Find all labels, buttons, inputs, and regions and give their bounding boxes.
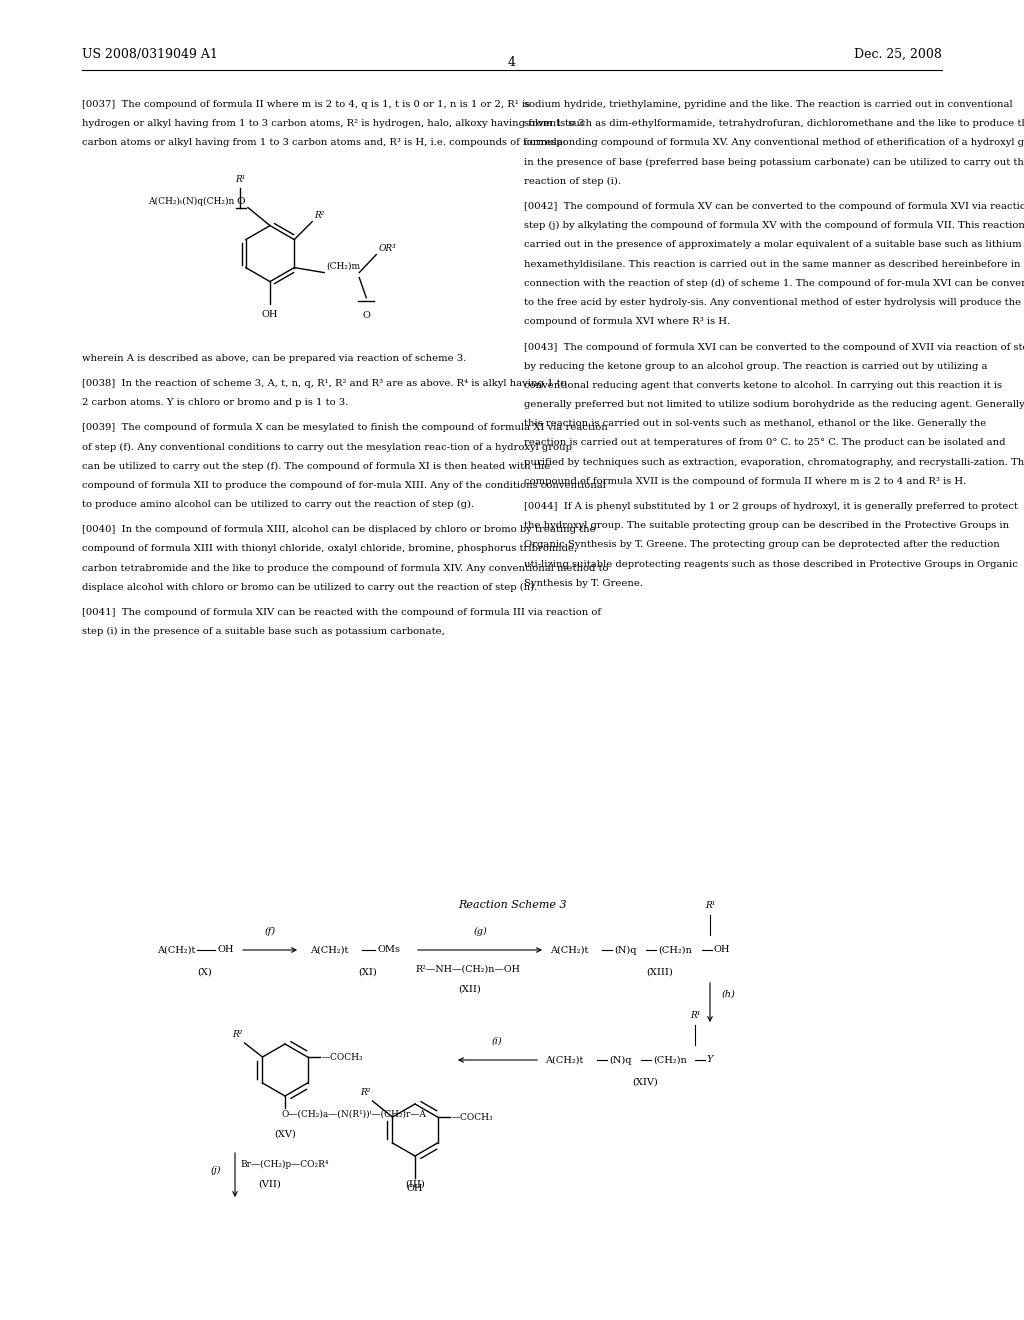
Text: to the free acid by ester hydroly­sis. Any conventional method of ester hydrolys: to the free acid by ester hydroly­sis. A… [524,298,1021,308]
Text: (CH₂)m: (CH₂)m [327,261,360,271]
Text: in the presence of base (preferred base being potassium carbonate) can be utiliz: in the presence of base (preferred base … [524,157,1024,166]
Text: (f): (f) [264,927,275,936]
Text: OH: OH [262,310,279,318]
Text: (i): (i) [492,1038,503,1045]
Text: (j): (j) [211,1166,221,1175]
Text: this reaction is carried out in sol­vents such as methanol, ethanol or the like.: this reaction is carried out in sol­vent… [524,420,986,428]
Text: 2 carbon atoms. Y is chloro or bromo and p is 1 to 3.: 2 carbon atoms. Y is chloro or bromo and… [82,399,348,407]
Text: solvents such as dim­ethylformamide, tetrahydrofuran, dichloromethane and the li: solvents such as dim­ethylformamide, tet… [524,119,1024,128]
Text: purified by techniques such as extraction, evaporation, chromatography, and recr: purified by techniques such as extractio… [524,458,1024,466]
Text: OMs: OMs [377,945,400,954]
Text: [0040]  In the compound of formula XIII, alcohol can be displaced by chloro or b: [0040] In the compound of formula XIII, … [82,525,596,535]
Text: carbon tetrabromide and the like to produce the compound of formula XIV. Any con: carbon tetrabromide and the like to prod… [82,564,608,573]
Text: O: O [362,310,371,319]
Text: hexamethyldisilane. This reaction is carried out in the same manner as described: hexamethyldisilane. This reaction is car… [524,260,1021,268]
Text: corresponding compound of formula XV. Any conventional method of etherification : corresponding compound of formula XV. An… [524,139,1024,148]
Text: (XV): (XV) [274,1130,296,1139]
Text: uti­lizing suitable deprotecting reagents such as those described in Protective : uti­lizing suitable deprotecting reagent… [524,560,1018,569]
Text: R²: R² [232,1030,243,1039]
Text: A(CH₂)t: A(CH₂)t [550,945,589,954]
Text: [0039]  The compound of formula X can be mesylated to finish the compound of for: [0039] The compound of formula X can be … [82,424,608,432]
Text: displace alcohol with chloro or bromo can be utilized to carry out the reaction : displace alcohol with chloro or bromo ca… [82,583,538,591]
Text: —COCH₃: —COCH₃ [452,1113,494,1122]
Text: [0042]  The compound of formula XV can be converted to the compound of formula X: [0042] The compound of formula XV can be… [524,202,1024,211]
Text: reaction is carried out at temperatures of from 0° C. to 25° C. The product can : reaction is carried out at temperatures … [524,438,1006,447]
Text: (N)q: (N)q [614,945,637,954]
Text: compound of formula XIII with thionyl chloride, oxalyl chloride, bromine, phosph: compound of formula XIII with thionyl ch… [82,544,578,553]
Text: (h): (h) [722,990,736,999]
Text: step (i) in the presence of a suitable base such as potassium carbonate,: step (i) in the presence of a suitable b… [82,627,444,636]
Text: generally preferred but not limited to utilize sodium borohydride as the reducin: generally preferred but not limited to u… [524,400,1024,409]
Text: step (j) by alkylating the compound of formula XV with the compound of formula V: step (j) by alkylating the compound of f… [524,222,1024,230]
Text: [0041]  The compound of formula XIV can be reacted with the compound of formula : [0041] The compound of formula XIV can b… [82,609,601,616]
Text: carbon atoms or alkyl having from 1 to 3 carbon atoms and, R³ is H, i.e. compoun: carbon atoms or alkyl having from 1 to 3… [82,139,566,148]
Text: R²—NH—(CH₂)n—OH: R²—NH—(CH₂)n—OH [415,965,520,974]
Text: (g): (g) [473,927,486,936]
Text: Synthesis by T. Greene.: Synthesis by T. Greene. [524,578,643,587]
Text: US 2008/0319049 A1: US 2008/0319049 A1 [82,48,218,61]
Text: (VII): (VII) [259,1180,282,1189]
Text: the hydroxyl group. The suitable protecting group can be described in the Protec: the hydroxyl group. The suitable protect… [524,521,1009,531]
Text: carried out in the presence of approximately a molar equivalent of a suitable ba: carried out in the presence of approxima… [524,240,1022,249]
Text: (XIII): (XIII) [646,968,674,977]
Text: OH: OH [217,945,233,954]
Text: Organic Synthesis by T. Greene. The protecting group can be deprotected after th: Organic Synthesis by T. Greene. The prot… [524,540,999,549]
Text: A(CH₂)t: A(CH₂)t [545,1056,584,1064]
Text: OH: OH [407,1184,423,1193]
Text: Y: Y [707,1056,714,1064]
Text: of step (f). Any conventional conditions to carry out the mesylation reac­tion o: of step (f). Any conventional conditions… [82,442,572,451]
Text: R²: R² [360,1088,371,1097]
Text: [0044]  If A is phenyl substituted by 1 or 2 groups of hydroxyl, it is generally: [0044] If A is phenyl substituted by 1 o… [524,502,1018,511]
Text: (XIV): (XIV) [632,1078,657,1086]
Text: A(CH₂)ₜ(N)q(CH₂)n: A(CH₂)ₜ(N)q(CH₂)n [147,197,234,206]
Text: (XII): (XII) [459,985,481,994]
Text: (N)q: (N)q [609,1056,632,1064]
Text: [0037]  The compound of formula II where m is 2 to 4, q is 1, t is 0 or 1, n is : [0037] The compound of formula II where … [82,100,530,110]
Text: Br—(CH₂)p—CO₂R⁴: Br—(CH₂)p—CO₂R⁴ [240,1160,329,1170]
Text: (III): (III) [406,1180,425,1189]
Text: R²: R² [314,211,325,219]
Text: R¹: R¹ [690,1011,700,1020]
Text: 4: 4 [508,55,516,69]
Text: sodium hydride, triethylamine, pyridine and the like. The reaction is carried ou: sodium hydride, triethylamine, pyridine … [524,100,1013,110]
Text: (CH₂)n: (CH₂)n [653,1056,687,1064]
Text: (XI): (XI) [358,968,378,977]
Text: —COCH₃: —COCH₃ [322,1052,364,1061]
Text: OH: OH [714,945,730,954]
Text: compound of formula XVI where R³ is H.: compound of formula XVI where R³ is H. [524,317,730,326]
Text: compound of formula XII to produce the compound of for­mula XIII. Any of the con: compound of formula XII to produce the c… [82,480,606,490]
Text: connection with the reaction of step (d) of scheme 1. The compound of for­mula X: connection with the reaction of step (d)… [524,279,1024,288]
Text: compound of formula XVII is the compound of formula II where m is 2 to 4 and R³ : compound of formula XVII is the compound… [524,477,967,486]
Text: Reaction Scheme 3: Reaction Scheme 3 [458,900,566,909]
Text: (CH₂)n: (CH₂)n [658,945,692,954]
Text: A(CH₂)t: A(CH₂)t [310,945,348,954]
Text: OR³: OR³ [378,244,396,252]
Text: [0043]  The compound of formula XVI can be converted to the compound of XVII via: [0043] The compound of formula XVI can b… [524,342,1024,351]
Text: [0038]  In the reaction of scheme 3, A, t, n, q, R¹, R² and R³ are as above. R⁴ : [0038] In the reaction of scheme 3, A, t… [82,379,566,388]
Text: O: O [237,197,245,206]
Text: can be utilized to carry out the step (f). The compound of formula XI is then he: can be utilized to carry out the step (f… [82,462,550,471]
Text: (X): (X) [198,968,212,977]
Text: to produce amino alcohol can be utilized to carry out the reaction of step (g).: to produce amino alcohol can be utilized… [82,500,474,510]
Text: Dec. 25, 2008: Dec. 25, 2008 [854,48,942,61]
Text: O—(CH₂)a—(N(R¹))ⁱ—(CH₂)r—A: O—(CH₂)a—(N(R¹))ⁱ—(CH₂)r—A [282,1110,427,1119]
Text: A(CH₂)t: A(CH₂)t [157,945,195,954]
Text: R¹: R¹ [234,174,245,183]
Text: wherein A is described as above, can be prepared via reaction of scheme 3.: wherein A is described as above, can be … [82,354,466,363]
Text: by reducing the ketone group to an alcohol group. The reaction is carried out by: by reducing the ketone group to an alcoh… [524,362,987,371]
Text: R¹: R¹ [705,902,715,909]
Text: reaction of step (i).: reaction of step (i). [524,177,621,186]
Text: conventional reducing agent that converts ketone to alcohol. In carrying out thi: conventional reducing agent that convert… [524,380,1002,389]
Text: hydrogen or alkyl having from 1 to 3 carbon atoms, R² is hydrogen, halo, alkoxy : hydrogen or alkyl having from 1 to 3 car… [82,119,585,128]
